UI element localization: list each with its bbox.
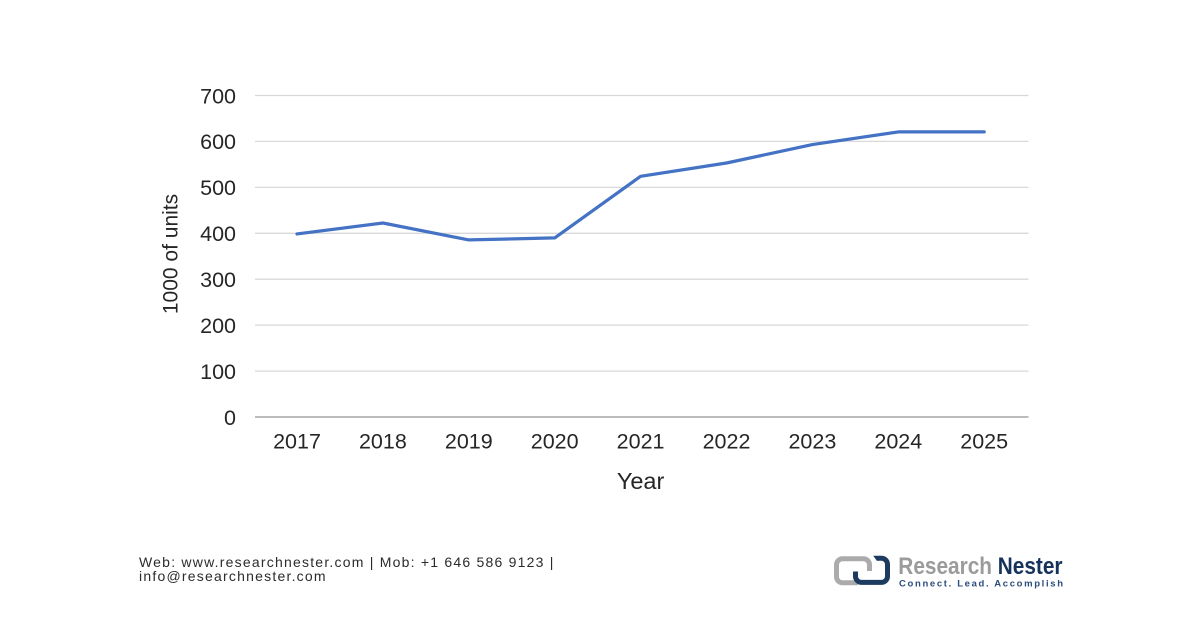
svg-text:2019: 2019 <box>445 430 493 454</box>
svg-text:2018: 2018 <box>359 430 407 454</box>
svg-text:0: 0 <box>224 406 236 430</box>
svg-text:Connect. Lead. Accomplish: Connect. Lead. Accomplish <box>899 578 1063 589</box>
svg-text:500: 500 <box>200 176 236 200</box>
svg-text:2021: 2021 <box>617 430 665 454</box>
svg-text:300: 300 <box>200 268 236 292</box>
svg-text:400: 400 <box>200 222 236 246</box>
svg-text:100: 100 <box>200 360 236 384</box>
svg-text:2020: 2020 <box>531 430 579 454</box>
svg-text:Web: www.researchnester.com |: Web: www.researchnester.com | Mob: +1 64… <box>139 554 555 570</box>
svg-text:200: 200 <box>200 314 236 338</box>
svg-text:Year: Year <box>617 468 665 494</box>
svg-text:2023: 2023 <box>788 430 836 454</box>
svg-text:2022: 2022 <box>703 430 751 454</box>
svg-text:2025: 2025 <box>960 430 1008 454</box>
svg-text:1000 of units: 1000 of units <box>160 194 183 314</box>
svg-text:2017: 2017 <box>273 430 321 454</box>
svg-text:600: 600 <box>200 130 236 154</box>
svg-text:Research Nester: Research Nester <box>898 553 1062 580</box>
svg-text:2024: 2024 <box>874 430 922 454</box>
svg-text:info@researchnester.com: info@researchnester.com <box>139 568 327 584</box>
svg-text:700: 700 <box>200 84 236 108</box>
